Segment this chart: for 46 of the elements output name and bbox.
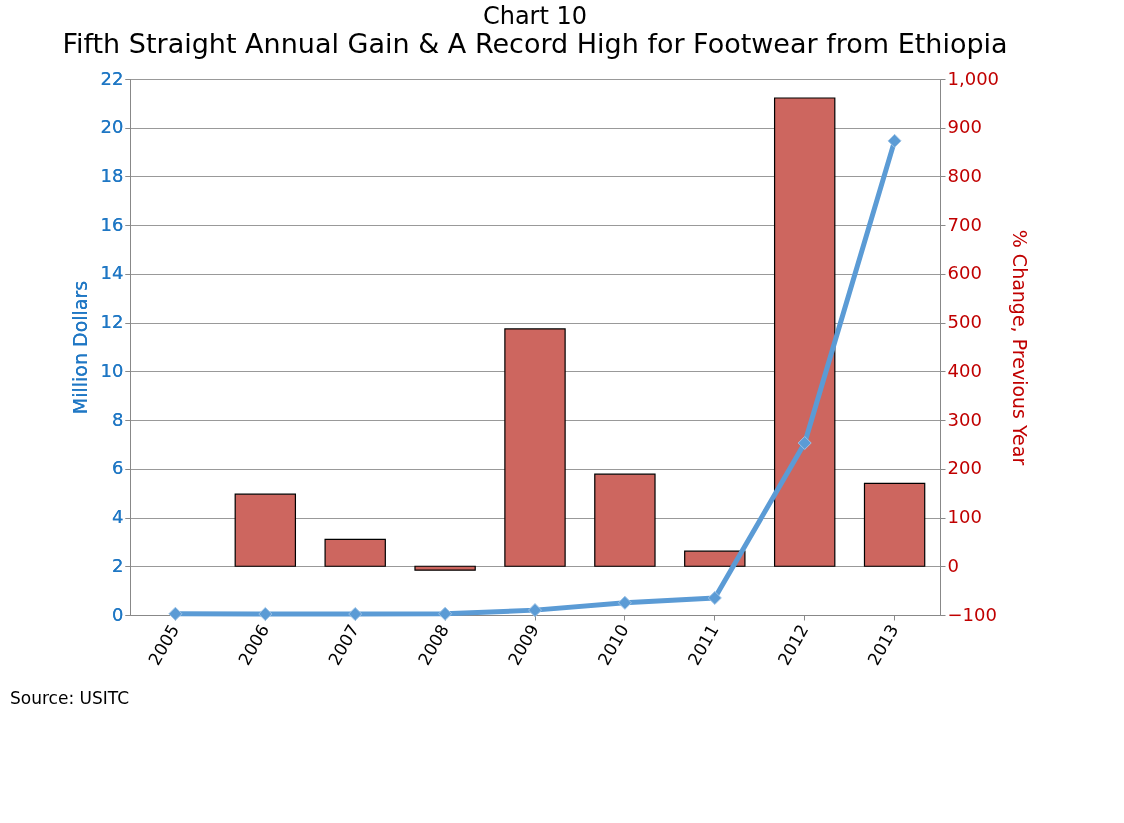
y-axis-title: Million Dollars	[68, 280, 91, 415]
point	[438, 606, 453, 621]
point	[527, 603, 543, 618]
bar	[414, 565, 476, 571]
y2-tick-label: 900	[947, 116, 982, 138]
y-tick-label: 0	[112, 603, 124, 625]
point	[348, 607, 363, 622]
bar	[863, 482, 926, 567]
bar	[324, 538, 386, 567]
y2-tick-label: 300	[947, 408, 982, 430]
chart-title: Chart 10	[482, 2, 588, 30]
y-tick-label: 14	[100, 262, 124, 284]
y-tick-label: 4	[112, 506, 124, 528]
y2-tick-label: −100	[947, 603, 997, 625]
point	[887, 133, 902, 148]
source-note: Source: USITC	[10, 688, 130, 708]
point	[258, 607, 273, 622]
point	[617, 595, 632, 610]
y-tick-label: 8	[112, 408, 124, 430]
y2-tick-label: 0	[947, 554, 959, 576]
y-tick-label: 10	[100, 359, 124, 381]
y2-tick-label: 100	[947, 506, 982, 528]
y-tick-label: 20	[100, 116, 124, 138]
y2-tick-label: 1,000	[947, 67, 1000, 89]
y2-tick-label: 400	[947, 359, 982, 381]
y-tick-label: 6	[112, 457, 124, 479]
bar	[594, 473, 656, 567]
point	[707, 590, 722, 605]
bar	[773, 97, 836, 567]
y2-axis-title: % Change, Previous Year	[1009, 229, 1032, 466]
bar	[234, 493, 297, 567]
y-tick-label: 18	[100, 164, 124, 186]
y-tick-label: 22	[100, 67, 124, 89]
point	[168, 606, 183, 621]
y2-tick-label: 600	[947, 262, 982, 284]
y2-tick-label: 800	[947, 164, 982, 186]
y-tick-label: 16	[100, 213, 124, 235]
y-tick-label: 12	[100, 311, 124, 333]
y2-tick-label: 200	[947, 457, 982, 479]
y2-tick-label: 700	[947, 213, 982, 235]
bar	[504, 328, 566, 567]
y2-tick-label: 500	[947, 311, 982, 333]
chart-subtitle: Fifth Straight Annual Gain & A Record High for Footwear from Ethiopia	[62, 28, 1008, 59]
y-tick-label: 2	[112, 554, 124, 576]
bar	[684, 550, 746, 567]
point	[797, 435, 812, 451]
